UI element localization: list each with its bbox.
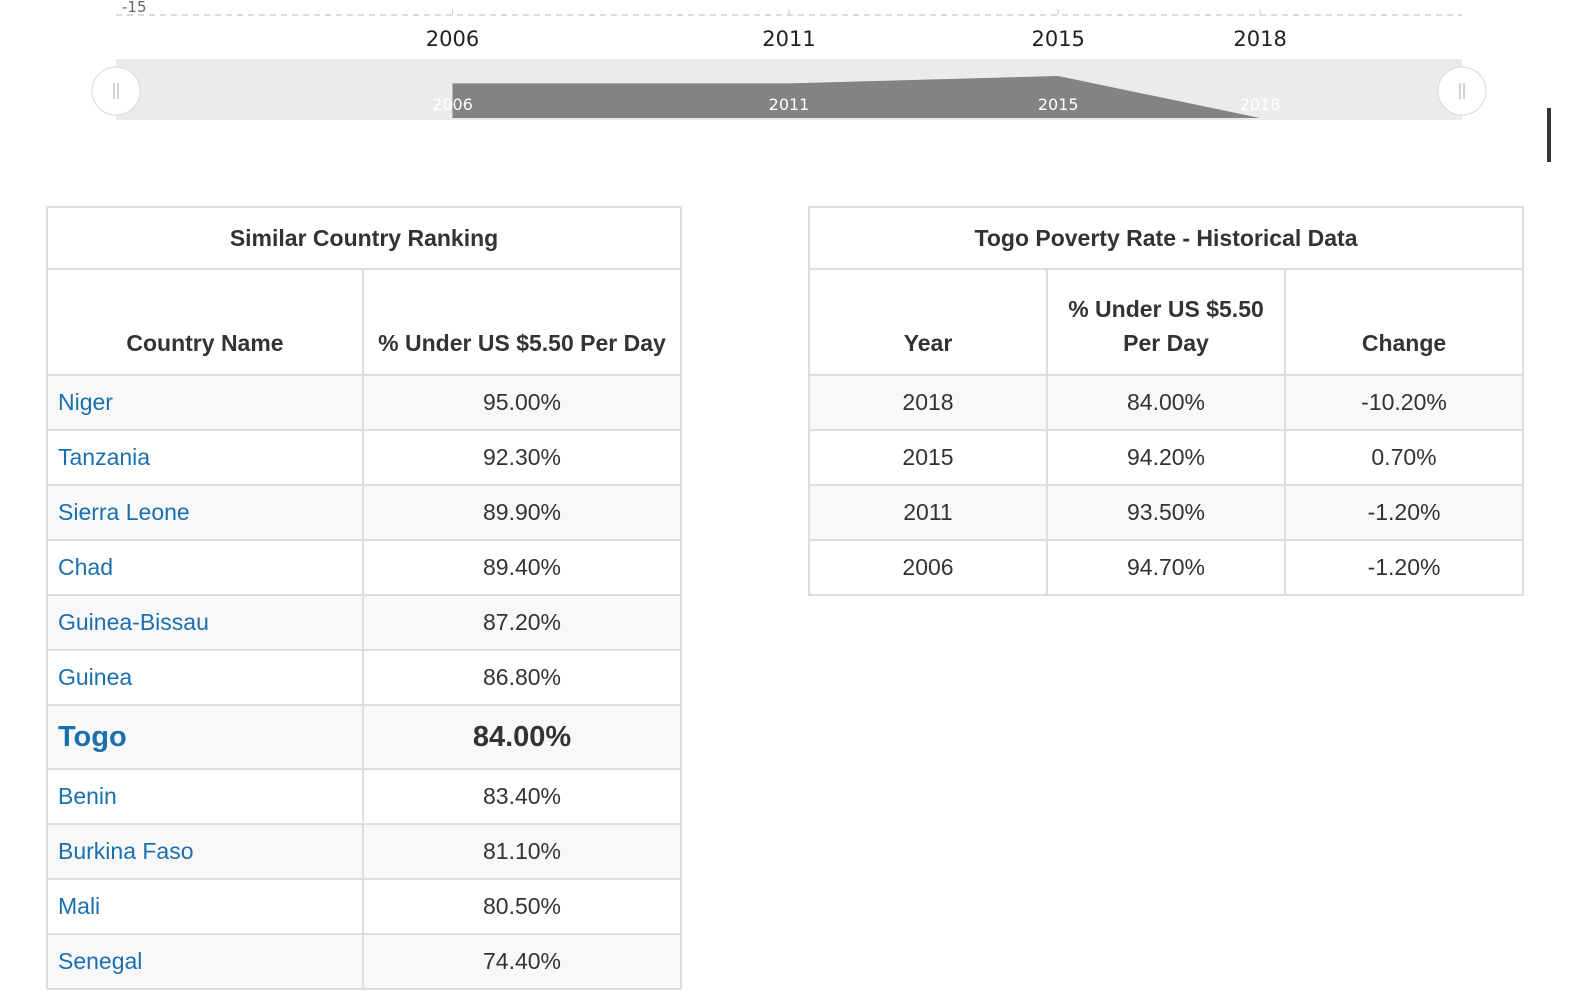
rate-cell: 92.30%	[362, 429, 682, 486]
country-link[interactable]: Guinea	[46, 649, 364, 706]
left-handle-circle[interactable]	[91, 66, 141, 116]
country-link[interactable]: Benin	[46, 768, 364, 825]
navigator-label: 2011	[769, 95, 810, 114]
country-link[interactable]: Chad	[46, 539, 364, 596]
change-cell: -1.20%	[1284, 539, 1524, 596]
ranking-table-body: Niger 95.00% Tanzania 92.30% Sierra Leone 89.…	[46, 374, 682, 990]
year-cell: 2018	[808, 374, 1048, 431]
table-row: 2006 94.70% -1.20%	[808, 539, 1524, 596]
rate-cell: 93.50%	[1046, 484, 1286, 541]
year-cell: 2011	[808, 484, 1048, 541]
table-row: Benin 83.40%	[46, 768, 682, 825]
rate-cell: 94.70%	[1046, 539, 1286, 596]
rate-cell: 87.20%	[362, 594, 682, 651]
country-link[interactable]: Burkina Faso	[46, 823, 364, 880]
table-header-row: Year % Under US $5.50 Per Day Change	[808, 268, 1524, 376]
rate-cell: 81.10%	[362, 823, 682, 880]
year-cell: 2015	[808, 429, 1048, 486]
rate-cell: 84.00%	[362, 704, 682, 770]
table-row: 2011 93.50% -1.20%	[808, 484, 1524, 541]
country-link[interactable]: Togo	[46, 704, 364, 770]
navigator-label-group: 2006 2011 2015 2018	[432, 95, 1280, 114]
column-header-year: Year	[808, 268, 1048, 376]
change-cell: -10.20%	[1284, 374, 1524, 431]
scrollbar-thumb[interactable]	[1547, 108, 1551, 162]
historical-data-table: Togo Poverty Rate - Historical Data Year…	[808, 206, 1524, 596]
table-title: Similar Country Ranking	[46, 206, 682, 270]
column-header-rate: % Under US $5.50 Per Day	[1046, 268, 1286, 376]
rate-cell: 89.40%	[362, 539, 682, 596]
navigator-left-handle[interactable]	[91, 66, 141, 116]
x-tick-label: 2015	[1031, 27, 1084, 51]
change-cell: 0.70%	[1284, 429, 1524, 486]
x-tick-label: 2006	[426, 27, 479, 51]
rate-cell: 89.90%	[362, 484, 682, 541]
table-row: Mali 80.50%	[46, 878, 682, 935]
table-row: Chad 89.40%	[46, 539, 682, 596]
navigator-series-area	[452, 76, 1261, 118]
column-header-rate: % Under US $5.50 Per Day	[362, 268, 682, 376]
rate-cell: 84.00%	[1046, 374, 1286, 431]
table-row: Niger 95.00%	[46, 374, 682, 431]
x-tick-label: 2018	[1233, 27, 1286, 51]
navigator-label: 2015	[1038, 95, 1079, 114]
rate-cell: 74.40%	[362, 933, 682, 990]
y-tick-label: -15	[122, 0, 147, 16]
table-header-row: Country Name % Under US $5.50 Per Day	[46, 268, 682, 376]
table-row: Guinea 86.80%	[46, 649, 682, 706]
country-link[interactable]: Tanzania	[46, 429, 364, 486]
navigator-label: 2018	[1240, 95, 1281, 114]
table-title-row: Togo Poverty Rate - Historical Data	[808, 206, 1524, 270]
table-title: Togo Poverty Rate - Historical Data	[808, 206, 1524, 270]
chart-strip: -15 2006 2011 2015 2018 2006 2011 2015 2018	[0, 0, 1596, 130]
rate-cell: 83.40%	[362, 768, 682, 825]
x-tick-label: 2011	[762, 27, 815, 51]
table-row: 2015 94.20% 0.70%	[808, 429, 1524, 486]
country-link[interactable]: Sierra Leone	[46, 484, 364, 541]
column-header-country: Country Name	[46, 268, 364, 376]
table-row: Burkina Faso 81.10%	[46, 823, 682, 880]
navigator-right-handle[interactable]	[1437, 66, 1487, 116]
right-handle-circle[interactable]	[1437, 66, 1487, 116]
chart-svg: -15 2006 2011 2015 2018 2006 2011 2015 2018	[91, 0, 1487, 120]
country-link[interactable]: Niger	[46, 374, 364, 431]
table-row-highlight: Togo 84.00%	[46, 704, 682, 770]
table-row: 2018 84.00% -10.20%	[808, 374, 1524, 431]
table-row: Tanzania 92.30%	[46, 429, 682, 486]
country-link[interactable]: Senegal	[46, 933, 364, 990]
history-table-body: 2018 84.00% -10.20% 2015 94.20% 0.70% 2011 93.5…	[808, 374, 1524, 596]
rate-cell: 86.80%	[362, 649, 682, 706]
country-link[interactable]: Guinea-Bissau	[46, 594, 364, 651]
change-cell: -1.20%	[1284, 484, 1524, 541]
column-header-change: Change	[1284, 268, 1524, 376]
table-row: Guinea-Bissau 87.20%	[46, 594, 682, 651]
table-title-row: Similar Country Ranking	[46, 206, 682, 270]
x-tick-group: 2006 2011 2015 2018	[426, 9, 1287, 51]
table-row: Senegal 74.40%	[46, 933, 682, 990]
year-cell: 2006	[808, 539, 1048, 596]
country-link[interactable]: Mali	[46, 878, 364, 935]
navigator-label: 2006	[432, 95, 473, 114]
rate-cell: 80.50%	[362, 878, 682, 935]
table-row: Sierra Leone 89.90%	[46, 484, 682, 541]
rate-cell: 94.20%	[1046, 429, 1286, 486]
rate-cell: 95.00%	[362, 374, 682, 431]
similar-country-ranking-table: Similar Country Ranking Country Name % U…	[46, 206, 682, 990]
